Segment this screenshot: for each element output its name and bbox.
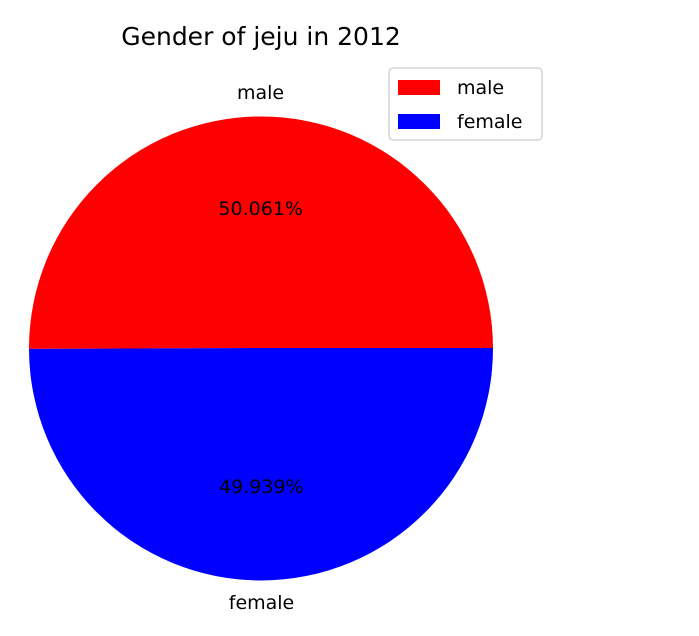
percent-labels: 50.061% 49.939% bbox=[218, 198, 303, 498]
chart-title: Gender of jeju in 2012 bbox=[121, 22, 401, 51]
pie-slices bbox=[28, 116, 494, 581]
pie-slice-male bbox=[28, 116, 494, 349]
percent-label-female: 49.939% bbox=[219, 476, 304, 498]
legend-label-female: female bbox=[457, 111, 523, 133]
percent-label-male: 50.061% bbox=[218, 198, 303, 220]
slice-label-male: male bbox=[237, 82, 284, 104]
pie-slice-female bbox=[29, 348, 494, 581]
legend-label-male: male bbox=[457, 77, 504, 99]
legend-swatch-female bbox=[398, 114, 440, 129]
slice-labels: male female bbox=[229, 82, 295, 614]
slice-label-female: female bbox=[229, 592, 295, 614]
legend: male female bbox=[388, 67, 543, 141]
legend-swatch-male bbox=[398, 80, 440, 95]
